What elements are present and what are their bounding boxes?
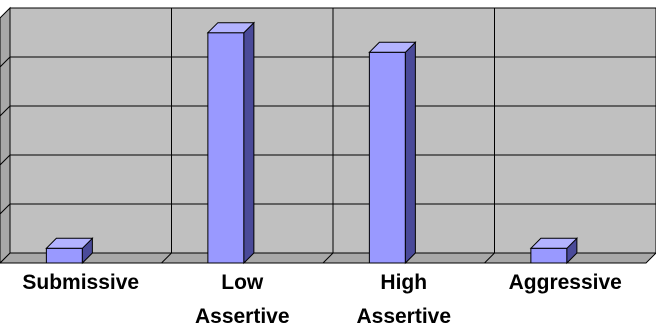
bar-front bbox=[368, 51, 406, 264]
bar-top bbox=[529, 237, 579, 249]
bar-top bbox=[206, 22, 256, 34]
bar-side bbox=[243, 21, 255, 265]
plot-area bbox=[0, 6, 656, 264]
bar-front bbox=[45, 247, 83, 264]
bar bbox=[45, 237, 94, 265]
category-label: Low Assertive bbox=[195, 271, 290, 328]
category-labels: Submissive Low Assertive High Assertive Aggre… bbox=[22, 271, 621, 328]
bar bbox=[529, 237, 579, 265]
grid-line bbox=[0, 154, 11, 166]
grid-line bbox=[0, 203, 11, 215]
bar-top bbox=[45, 237, 94, 249]
category-label: Aggressive bbox=[509, 271, 622, 294]
bar bbox=[368, 41, 417, 265]
bar-side bbox=[404, 41, 416, 265]
bar-top bbox=[368, 41, 417, 53]
bar-front bbox=[207, 32, 245, 264]
grid-line bbox=[0, 105, 11, 117]
category-label: Submissive bbox=[22, 271, 139, 294]
bar-front bbox=[530, 247, 568, 264]
category-label: High Assertive bbox=[356, 271, 451, 328]
category-divider bbox=[484, 252, 495, 264]
grid-line bbox=[0, 56, 11, 68]
bars bbox=[45, 21, 579, 265]
category-divider bbox=[161, 252, 172, 264]
bar bbox=[206, 21, 256, 265]
plot-side-wall bbox=[0, 6, 11, 264]
category-divider bbox=[322, 252, 334, 264]
